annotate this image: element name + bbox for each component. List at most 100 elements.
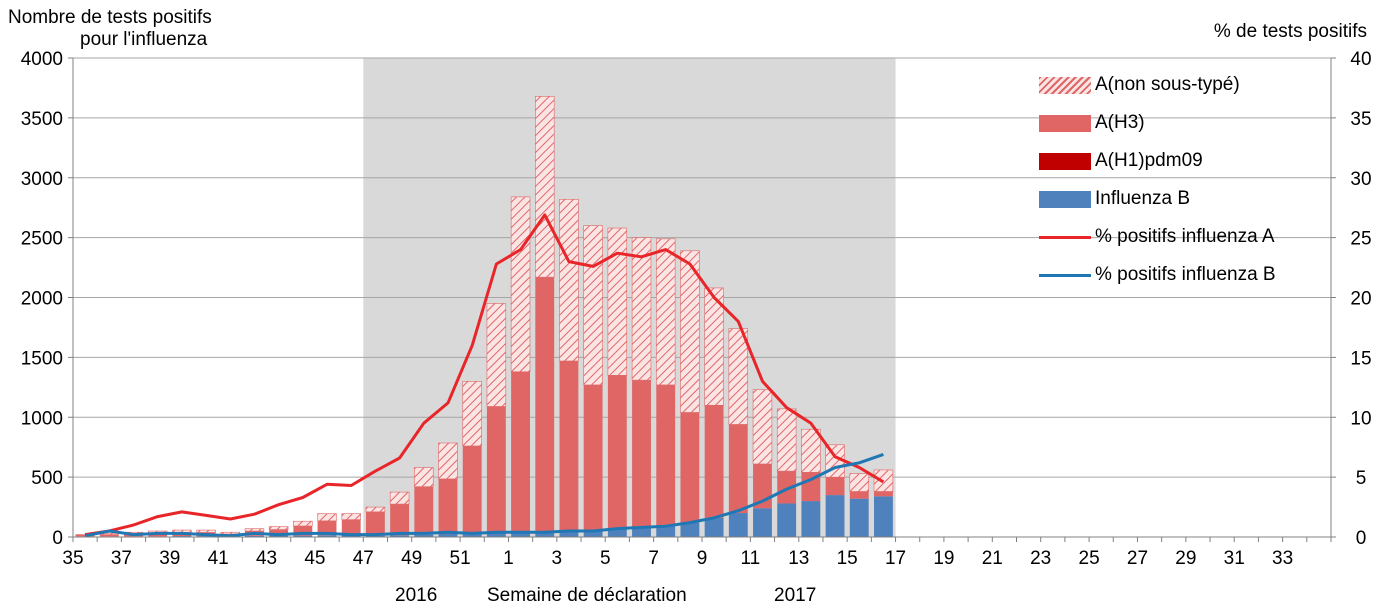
bar-influenza-b-wk50	[438, 534, 458, 537]
bar-influenza-b-wk48	[390, 535, 410, 537]
bar-a-non-sous-typ--wk10	[728, 328, 749, 425]
legend-label: A(H3)	[1095, 112, 1145, 133]
bar-a-non-sous-typ--wk6	[631, 237, 652, 381]
bar-influenza-b-wk4	[583, 529, 603, 537]
legend: A(non sous-typé) A(H3) A(H1)pdm09 Influe…	[1039, 66, 1276, 294]
y-left-tick-label: 2500	[21, 229, 63, 250]
bar-influenza-b-wk1	[511, 533, 530, 537]
bar-a-h3--wk46	[341, 519, 361, 536]
bar-a-non-sous-typ--wk15	[849, 473, 869, 492]
bar-a-non-sous-typ--wk12	[776, 408, 797, 472]
bar-a-h3--wk7	[656, 384, 676, 526]
x-tick-label: 9	[697, 548, 708, 569]
bar-a-h3--wk36	[99, 534, 119, 537]
legend-item-pct-a: % positifs influenza A	[1039, 218, 1276, 256]
y-right-tick-label: 20	[1350, 289, 1371, 310]
x-tick-label: 11	[741, 548, 761, 569]
bar-a-h3--wk16	[874, 491, 893, 497]
bar-a-h3--wk15	[849, 491, 869, 499]
y-axis-left-title-line2: pour l'influenza	[80, 29, 208, 50]
x-tick-label: 43	[256, 548, 277, 569]
legend-item-pct-b: % positifs influenza B	[1039, 256, 1276, 294]
legend-label: % positifs influenza A	[1095, 226, 1275, 247]
bar-a-h3--wk8	[680, 412, 700, 523]
bar-a-h3--wk52	[486, 406, 506, 534]
x-tick-label: 7	[648, 548, 659, 569]
bar-influenza-b-wk13	[801, 501, 821, 537]
y-left-tick-label: 2000	[21, 289, 63, 310]
x-tick-label: 47	[353, 548, 374, 569]
x-tick-label: 5	[600, 548, 611, 569]
legend-swatch-b	[1039, 190, 1091, 208]
bar-a-non-sous-typ--wk2	[535, 96, 555, 278]
x-tick-label: 45	[304, 548, 325, 569]
x-tick-label: 13	[788, 548, 809, 569]
y-axis-left-title: Nombre de tests positifs pour l'influenz…	[8, 7, 308, 51]
legend-swatch-h3	[1039, 114, 1091, 132]
y-left-tick-label: 3500	[21, 109, 63, 130]
x-tick-label: 27	[1127, 548, 1148, 569]
bar-a-non-sous-typ--wk5	[607, 227, 628, 376]
x-tick-label: 37	[111, 548, 132, 569]
y-right-tick-label: 15	[1350, 348, 1371, 369]
bar-a-h3--wk14	[825, 477, 845, 496]
bar-influenza-b-wk9	[704, 517, 724, 537]
line--positifs-influenza-b	[84, 452, 884, 538]
bar-a-non-sous-typ--wk47	[365, 506, 386, 513]
y-left-tick-label: 1000	[21, 408, 63, 429]
x-tick-label: 49	[401, 548, 422, 569]
bar-a-h3--wk47	[365, 511, 385, 536]
bar-a-non-sous-typ--wk44	[293, 520, 313, 527]
legend-label: % positifs influenza B	[1095, 264, 1276, 285]
bar-influenza-b-wk42	[245, 535, 264, 537]
bar-influenza-b-wk52	[486, 533, 506, 537]
legend-swatch-hatched	[1039, 76, 1091, 94]
bar-a-non-sous-typ--wk42	[244, 528, 265, 532]
bar-a-h3--wk38	[148, 533, 168, 537]
bar-a-non-sous-typ--wk1	[510, 196, 531, 373]
year-label-2016: 2016	[395, 585, 438, 606]
bar-a-non-sous-typ--wk46	[341, 513, 361, 520]
legend-swatch-line-b	[1039, 273, 1091, 277]
bar-influenza-b-wk44	[293, 535, 313, 537]
bar-a-h3--wk50	[438, 478, 458, 535]
legend-item-influenza-b: Influenza B	[1039, 180, 1276, 218]
x-tick-label: 19	[933, 548, 954, 569]
bar-a-non-sous-typ--wk13	[801, 428, 821, 473]
x-tick-label: 15	[837, 548, 858, 569]
bar-influenza-b-wk45	[317, 535, 337, 537]
legend-swatch-h1	[1039, 152, 1091, 170]
y-right-tick-label: 10	[1350, 408, 1371, 429]
bar-a-h3--wk45	[317, 520, 337, 536]
x-tick-label: 33	[1272, 548, 1293, 569]
y-right-tick-label: 25	[1350, 229, 1371, 250]
bar-a-non-sous-typ--wk40	[196, 529, 216, 533]
bar-influenza-b-wk15	[849, 498, 869, 537]
x-tick-label: 29	[1175, 548, 1196, 569]
bar-a-non-sous-typ--wk43	[268, 526, 289, 530]
bar-a-h3--wk3	[559, 360, 579, 532]
bar-a-non-sous-typ--wk7	[655, 238, 676, 386]
bar-a-h3--wk43	[269, 529, 289, 536]
bar-a-h3--wk51	[462, 445, 482, 534]
bar-a-non-sous-typ--wk52	[486, 303, 507, 407]
bar-a-h3--wk4	[583, 384, 603, 530]
bar-a-non-sous-typ--wk45	[317, 513, 337, 522]
bar-influenza-b-wk8	[680, 522, 700, 537]
bar-influenza-b-wk10	[728, 513, 748, 537]
legend-item-a-h3: A(H3)	[1039, 104, 1276, 142]
bar-a-h3--wk6	[632, 380, 651, 528]
bar-influenza-b-wk3	[559, 531, 579, 537]
legend-item-a-h1pdm09: A(H1)pdm09	[1039, 142, 1276, 180]
x-tick-label: 35	[62, 548, 83, 569]
bar-a-non-sous-typ--wk41	[220, 531, 240, 535]
bar-influenza-b-wk14	[825, 495, 845, 537]
bar-influenza-b-wk7	[656, 525, 676, 537]
x-tick-label: 25	[1079, 548, 1100, 569]
y-right-tick-label: 30	[1350, 169, 1371, 190]
bar-a-non-sous-typ--wk9	[704, 287, 724, 406]
bar-influenza-b-wk51	[462, 533, 482, 537]
x-tick-label: 41	[208, 548, 229, 569]
y-left-tick-label: 4000	[21, 49, 63, 70]
y-right-tick-label: 0	[1356, 528, 1367, 549]
